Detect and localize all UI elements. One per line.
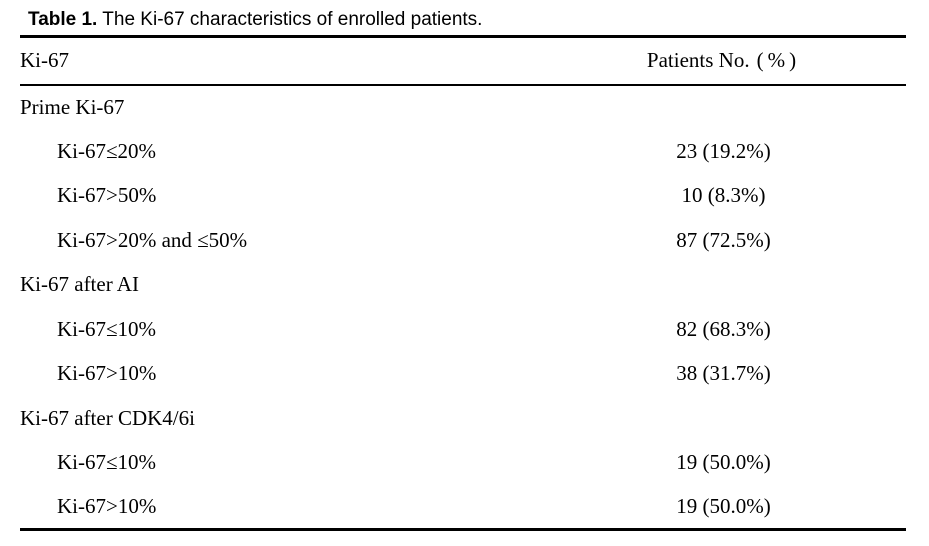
row-value: 38 (31.7%) (676, 361, 771, 386)
table-row: Ki-67>10% 38 (31.7%) (20, 352, 906, 397)
row-value (541, 263, 906, 308)
row-label-section: Ki-67 after AI (20, 272, 139, 297)
row-value: 19 (50.0%) (676, 494, 771, 518)
table-row: Ki-67 after CDK4/6i (20, 396, 906, 441)
row-label-sub: Ki-67≤10% (57, 450, 157, 475)
header-row: Ki-67 Patients No. (%) (20, 36, 906, 86)
table-row: Ki-67>20% and ≤50% 87 (72.5%) (20, 218, 906, 263)
table-header: Ki-67 Patients No. (%) (20, 36, 906, 86)
table-row: Ki-67>10% 19 (50.0%) (20, 485, 906, 530)
table-row: Ki-67≤10% 82 (68.3%) (20, 307, 906, 352)
table-caption-label: Table 1. (28, 9, 98, 30)
table-row: Ki-67>50% 10 (8.3%) (20, 174, 906, 219)
row-label-section: Prime Ki-67 (20, 94, 125, 119)
row-value: 10 (8.3%) (681, 183, 766, 208)
table-body: Prime Ki-67 Ki-67≤20% 23 (19.2%) Ki-67>50% 1… (20, 85, 906, 530)
row-value (541, 396, 906, 441)
table-caption-text: The Ki-67 characteristics of enrolled pa… (97, 9, 483, 30)
ki67-table: Ki-67 Patients No. (%) Prime Ki-67 Ki-67≤2… (20, 35, 906, 531)
row-label-sub: Ki-67>10% (57, 494, 157, 518)
col2-header-unit: (%) (756, 48, 801, 73)
row-label-sub: Ki-67>50% (57, 183, 157, 208)
row-value: 19 (50.0%) (676, 450, 771, 475)
row-label-sub: Ki-67>20% and ≤50% (57, 227, 248, 252)
row-value: 82 (68.3%) (676, 316, 771, 341)
row-label-sub: Ki-67>10% (57, 361, 157, 386)
table-row: Prime Ki-67 (20, 85, 906, 130)
table-row: Ki-67 after AI (20, 263, 906, 308)
table-row: Ki-67≤20% 23 (19.2%) (20, 129, 906, 174)
table-row: Ki-67≤10% 19 (50.0%) (20, 441, 906, 486)
row-value: 87 (72.5%) (676, 227, 771, 252)
row-value (541, 85, 906, 130)
row-label-sub: Ki-67≤10% (57, 316, 157, 341)
row-label-sub: Ki-67≤20% (57, 138, 157, 163)
table-caption: Table 1. The Ki-67 characteristics of en… (28, 8, 929, 32)
col2-header-text: Patients No. (646, 48, 750, 73)
col1-header: Ki-67 (20, 36, 541, 86)
col2-header: Patients No. (%) (541, 36, 906, 86)
row-value: 23 (19.2%) (676, 138, 771, 163)
row-label-section: Ki-67 after CDK4/6i (20, 405, 195, 430)
